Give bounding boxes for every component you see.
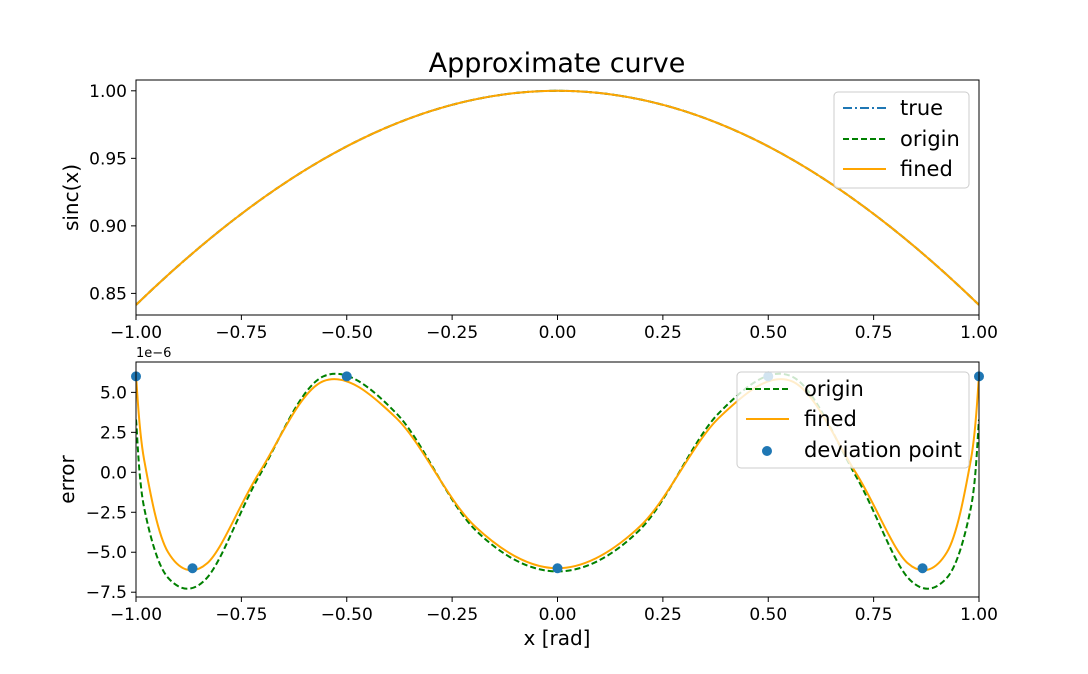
x-tick-label: 0.00: [539, 323, 577, 343]
x-tick-label: −0.75: [215, 323, 267, 343]
legend-deviation-point-swatch: [762, 446, 772, 456]
x-tick-label: −0.25: [426, 605, 478, 625]
y-tick-label: 0.85: [89, 284, 127, 304]
legend-origin-label: origin: [900, 127, 960, 151]
top-panel: Approximate curve sinc(x) −1.00 −0.75 −0.5…: [59, 48, 998, 343]
x-tick-label: 1.00: [960, 605, 998, 625]
deviation-point: [341, 371, 352, 382]
legend-fined-label: fined: [900, 157, 953, 181]
top-y-ticks: 0.85 0.90 0.95 1.00: [89, 82, 136, 304]
legend-fined-label: fined: [804, 407, 857, 431]
bottom-x-axis-label: x [rad]: [524, 626, 591, 650]
legend-origin-label: origin: [804, 377, 864, 401]
top-legend: true origin fined: [833, 91, 970, 189]
y-tick-label: 2.5: [100, 423, 127, 443]
y-tick-label: 0.0: [100, 463, 127, 483]
y-tick-label: 0.95: [89, 149, 127, 169]
x-tick-label: −1.00: [110, 323, 162, 343]
bottom-y-axis-label: error: [55, 455, 79, 504]
top-y-axis-label: sinc(x): [59, 164, 83, 231]
x-tick-label: 0.50: [749, 323, 787, 343]
bottom-x-ticks: −1.00 −0.75 −0.50 −0.25 0.00 0.25 0.50 0.75 1.00: [110, 597, 998, 625]
series-fined-line: [136, 89, 979, 306]
deviation-point: [187, 563, 198, 574]
bottom-legend: origin fined deviation point: [736, 371, 970, 469]
deviation-point: [552, 563, 563, 574]
y-tick-label: −7.5: [86, 583, 127, 603]
x-tick-label: 0.00: [539, 605, 577, 625]
x-tick-label: 0.50: [749, 605, 787, 625]
x-tick-label: 0.25: [644, 323, 682, 343]
x-tick-label: −0.50: [321, 605, 373, 625]
y-tick-label: −5.0: [86, 543, 127, 563]
top-axes-frame: [135, 79, 980, 316]
x-tick-label: −0.75: [215, 605, 267, 625]
deviation-point: [917, 563, 928, 574]
y-tick-label: −2.5: [86, 503, 127, 523]
x-tick-label: −1.00: [110, 605, 162, 625]
y-offset-text: 1e−6: [136, 346, 171, 361]
legend-true-label: true: [900, 96, 943, 120]
x-tick-label: 0.25: [644, 605, 682, 625]
x-tick-label: 0.75: [855, 323, 893, 343]
y-tick-label: 5.0: [100, 383, 127, 403]
top-legend-box: [833, 91, 970, 189]
top-x-ticks: −1.00 −0.75 −0.50 −0.25 0.00 0.25 0.50 0.75 1.00: [110, 315, 998, 343]
x-tick-label: −0.25: [426, 323, 478, 343]
bottom-legend-box: [736, 371, 970, 469]
x-tick-label: 1.00: [960, 323, 998, 343]
bottom-panel: 1e−6 error x [rad] −1.00 −0.75 −0.50 −0.25 0…: [55, 346, 998, 650]
x-tick-label: −0.50: [321, 323, 373, 343]
bottom-y-ticks: −7.5 −5.0 −2.5 0.0 2.5 5.0: [86, 383, 136, 603]
legend-deviation-point-label: deviation point: [804, 438, 962, 462]
x-tick-label: 0.75: [855, 605, 893, 625]
y-tick-label: 0.90: [89, 217, 127, 237]
bottom-axes-frame: [135, 361, 980, 598]
y-tick-label: 1.00: [89, 82, 127, 102]
chart-title: Approximate curve: [429, 48, 686, 79]
